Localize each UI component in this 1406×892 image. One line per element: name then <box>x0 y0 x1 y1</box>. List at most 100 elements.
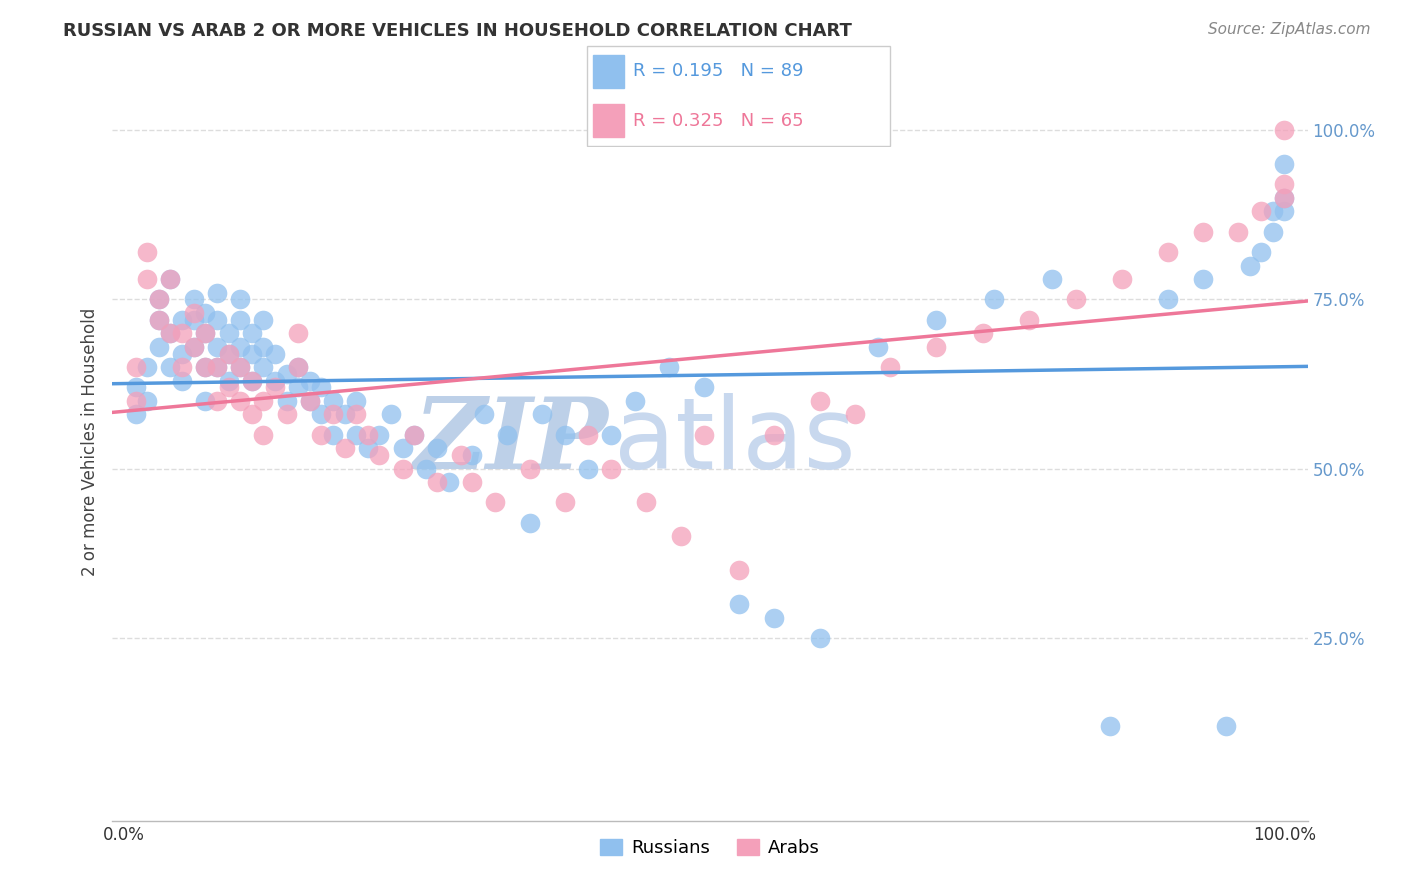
Russians <box>357 442 380 456</box>
Russians <box>1040 272 1063 286</box>
Arabs <box>461 475 484 490</box>
Arabs <box>368 448 391 462</box>
Arabs <box>252 427 274 442</box>
Russians <box>240 374 263 388</box>
Arabs <box>205 360 228 375</box>
Russians <box>125 380 148 394</box>
Arabs <box>1272 191 1295 205</box>
Russians <box>172 374 194 388</box>
Russians <box>437 475 460 490</box>
Arabs <box>172 360 194 375</box>
Russians <box>205 340 228 354</box>
Russians <box>623 393 645 408</box>
Russians <box>530 408 553 422</box>
Russians <box>183 312 205 326</box>
Arabs <box>450 448 472 462</box>
Russians <box>808 631 831 645</box>
Text: RUSSIAN VS ARAB 2 OR MORE VEHICLES IN HOUSEHOLD CORRELATION CHART: RUSSIAN VS ARAB 2 OR MORE VEHICLES IN HO… <box>63 22 852 40</box>
Russians <box>148 340 170 354</box>
Text: R = 0.195   N = 89: R = 0.195 N = 89 <box>633 62 803 80</box>
Arabs <box>728 563 751 577</box>
Russians <box>287 360 309 375</box>
Russians <box>472 408 495 422</box>
Russians <box>229 312 252 326</box>
Russians <box>333 408 356 422</box>
Russians <box>159 360 181 375</box>
Arabs <box>1111 272 1133 286</box>
Russians <box>252 312 274 326</box>
Arabs <box>344 408 367 422</box>
Arabs <box>1272 178 1295 192</box>
Russians <box>218 374 240 388</box>
Arabs <box>1064 293 1087 307</box>
Arabs <box>136 272 159 286</box>
Russians <box>240 346 263 360</box>
Arabs <box>1250 204 1272 219</box>
Russians <box>194 393 217 408</box>
Russians <box>264 374 287 388</box>
Russians <box>1239 259 1261 273</box>
Arabs <box>1192 225 1215 239</box>
Russians <box>205 360 228 375</box>
Russians <box>229 340 252 354</box>
Russians <box>404 427 426 442</box>
Russians <box>1215 719 1237 733</box>
Arabs <box>287 360 309 375</box>
Russians <box>415 461 437 475</box>
Arabs <box>404 427 426 442</box>
Arabs <box>136 244 159 259</box>
Russians <box>194 360 217 375</box>
Russians <box>229 360 252 375</box>
Russians <box>380 408 402 422</box>
Russians <box>1157 293 1180 307</box>
Arabs <box>183 340 205 354</box>
Arabs <box>925 340 948 354</box>
Arabs <box>636 495 658 509</box>
Arabs <box>194 360 217 375</box>
Arabs <box>484 495 506 509</box>
Russians <box>344 427 367 442</box>
Text: ZIP: ZIP <box>413 393 609 490</box>
Text: R = 0.325   N = 65: R = 0.325 N = 65 <box>633 112 804 129</box>
Russians <box>264 346 287 360</box>
Arabs <box>172 326 194 341</box>
Arabs <box>252 393 274 408</box>
Arabs <box>125 360 148 375</box>
Russians <box>125 408 148 422</box>
Arabs <box>879 360 901 375</box>
Russians <box>496 427 519 442</box>
Russians <box>287 380 309 394</box>
Arabs <box>218 346 240 360</box>
Russians <box>658 360 681 375</box>
Russians <box>159 272 181 286</box>
Arabs <box>264 380 287 394</box>
Russians <box>925 312 948 326</box>
Russians <box>762 610 785 624</box>
Arabs <box>333 442 356 456</box>
Arabs <box>554 495 576 509</box>
Russians <box>311 408 333 422</box>
Russians <box>205 312 228 326</box>
Russians <box>868 340 890 354</box>
Russians <box>240 326 263 341</box>
Russians <box>600 427 623 442</box>
Arabs <box>519 461 541 475</box>
Text: Source: ZipAtlas.com: Source: ZipAtlas.com <box>1208 22 1371 37</box>
Arabs <box>276 408 298 422</box>
Russians <box>1261 204 1284 219</box>
Arabs <box>229 393 252 408</box>
Arabs <box>1272 123 1295 137</box>
Arabs <box>125 393 148 408</box>
Russians <box>322 393 344 408</box>
Russians <box>159 326 181 341</box>
Text: atlas: atlas <box>614 393 856 490</box>
Russians <box>194 306 217 320</box>
Arabs <box>1157 244 1180 259</box>
Russians <box>1261 225 1284 239</box>
Arabs <box>808 393 831 408</box>
Y-axis label: 2 or more Vehicles in Household: 2 or more Vehicles in Household <box>80 308 98 575</box>
FancyBboxPatch shape <box>586 45 890 146</box>
Russians <box>554 427 576 442</box>
Russians <box>576 461 599 475</box>
Arabs <box>357 427 380 442</box>
